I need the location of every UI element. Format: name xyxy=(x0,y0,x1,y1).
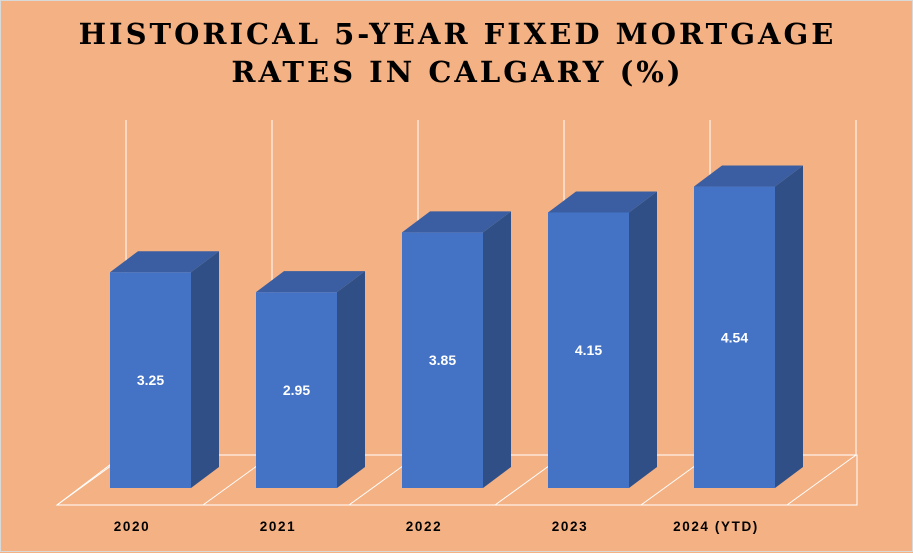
x-tick-label: 2022 xyxy=(406,519,442,534)
bar xyxy=(548,212,629,488)
bar-side xyxy=(337,271,365,488)
x-tick-label: 2024 (YTD) xyxy=(673,519,759,534)
bar-top xyxy=(402,211,511,233)
bar xyxy=(402,232,483,488)
chart-title-line-2: RATES IN CALGARY (%) xyxy=(231,55,684,89)
bar-top xyxy=(694,165,803,187)
bar-side xyxy=(483,211,511,489)
bar xyxy=(110,272,191,488)
data-label: 2.95 xyxy=(283,382,310,398)
data-label: 4.54 xyxy=(721,329,748,345)
bar xyxy=(256,292,337,488)
floor-divider xyxy=(786,454,857,506)
data-label: 4.15 xyxy=(575,342,602,358)
bar-top xyxy=(110,251,219,273)
bar-top xyxy=(548,191,657,213)
chart-title: HISTORICAL 5-YEAR FIXED MORTGAGE RATES I… xyxy=(1,15,913,91)
floor-plane xyxy=(55,454,858,506)
x-tick-label: 2023 xyxy=(552,519,588,534)
x-tick-label: 2020 xyxy=(114,519,150,534)
bar-top xyxy=(256,271,365,293)
data-label: 3.85 xyxy=(429,352,456,368)
data-label: 3.25 xyxy=(137,372,164,388)
chart-title-line-1: HISTORICAL 5-YEAR FIXED MORTGAGE xyxy=(78,17,837,51)
x-tick-label: 2021 xyxy=(260,519,296,534)
bar-side xyxy=(629,191,657,488)
bar-side xyxy=(191,251,219,488)
bar-side xyxy=(775,165,803,488)
bar xyxy=(694,186,775,488)
